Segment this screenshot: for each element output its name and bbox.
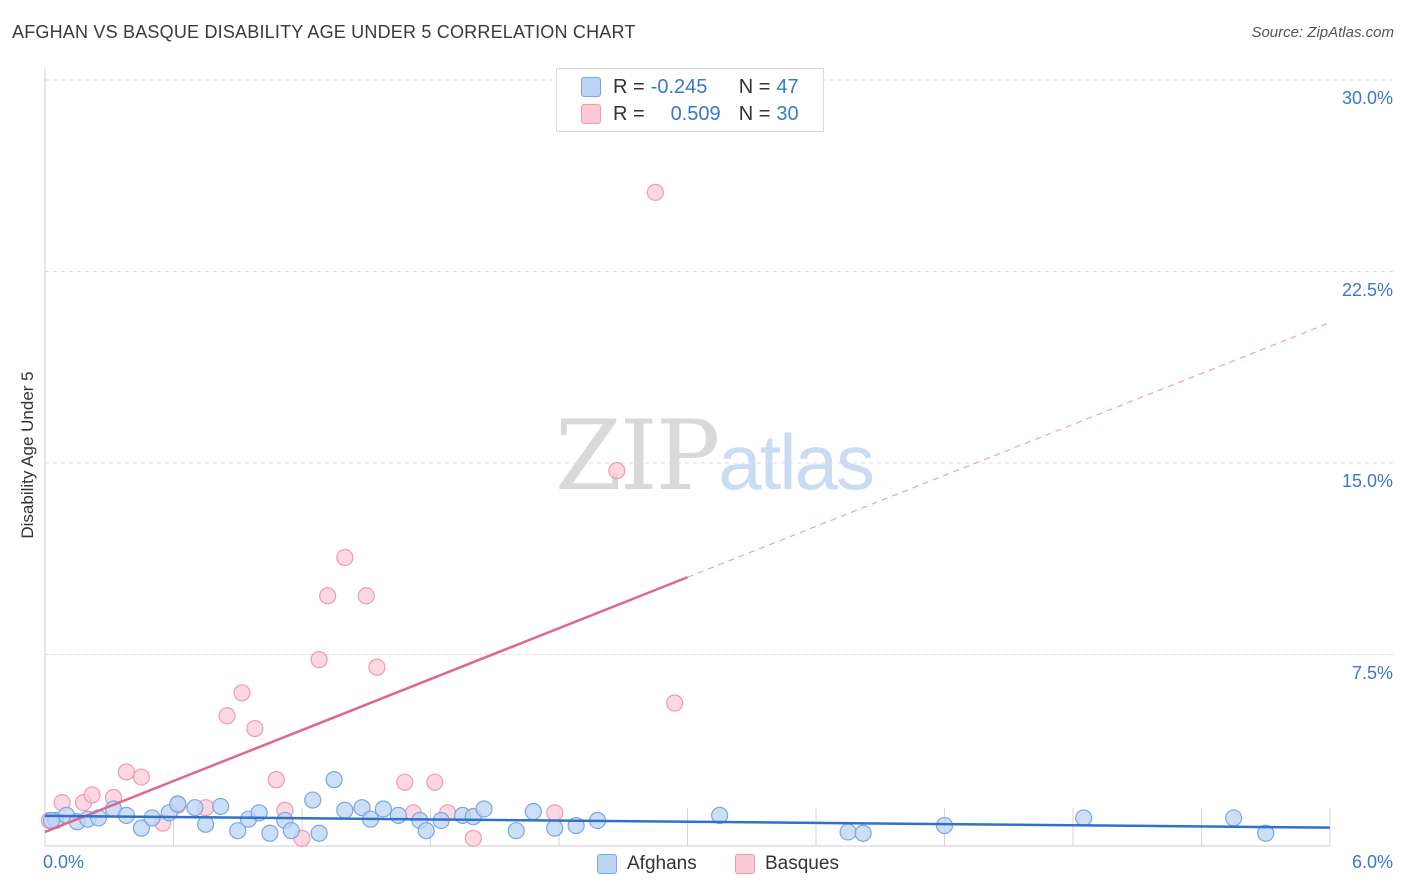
afghans-point <box>711 806 729 824</box>
y-tick-label: 30.0% <box>1341 88 1393 108</box>
basques-point <box>464 829 482 847</box>
afghans-point <box>186 799 204 817</box>
n-value: 30 <box>776 102 799 125</box>
basques-point <box>368 658 386 676</box>
n-value: 47 <box>776 75 799 98</box>
afghans-point <box>389 806 407 824</box>
basques-point <box>666 694 684 712</box>
n-label: N = <box>738 102 771 125</box>
x-tick-label-min: 0.0% <box>43 852 85 872</box>
y-tick-label: 15.0% <box>1341 471 1393 491</box>
legend-row-basques: R = 0.509 N = 30 <box>581 102 799 126</box>
basques-point <box>267 771 285 789</box>
basques-point <box>546 804 564 822</box>
watermark: ZIPatlas <box>555 400 875 512</box>
afghans-swatch <box>581 77 601 97</box>
afghans-point <box>839 823 857 841</box>
afghans-point <box>507 822 525 840</box>
basques-point <box>117 763 135 781</box>
r-value: -0.245 <box>650 75 708 98</box>
afghans-legend-swatch <box>597 854 617 874</box>
afghans-point <box>310 824 328 842</box>
basques-point <box>646 183 664 201</box>
legend-item-afghans[interactable]: Afghans <box>597 852 697 876</box>
basques-point <box>233 684 251 702</box>
basques-point <box>246 719 264 738</box>
basques-point <box>336 548 354 567</box>
r-label: R = <box>613 75 645 98</box>
legend-item-basques[interactable]: Basques <box>735 852 839 876</box>
basques-point <box>426 773 444 791</box>
afghans-point <box>229 822 247 840</box>
r-value: 0.509 <box>670 102 721 125</box>
afghans-point <box>325 771 343 789</box>
basques-point <box>608 462 626 480</box>
afghans-point <box>524 802 542 821</box>
afghans-point <box>212 797 230 816</box>
basques-point <box>319 587 337 605</box>
afghans-point <box>304 791 322 809</box>
afghans-point <box>475 800 493 818</box>
basques-point <box>83 786 101 804</box>
afghans-point <box>935 816 954 835</box>
legend-row-afghans: R = -0.245 N = 47 <box>581 75 799 99</box>
basques-point <box>357 587 375 605</box>
basques-point <box>132 768 150 786</box>
r-label: R = <box>613 102 645 125</box>
chart-title: AFGHAN VS BASQUE DISABILITY AGE UNDER 5 … <box>12 22 636 42</box>
y-tick-label: 7.5% <box>1351 662 1393 683</box>
correlation-legend: R = -0.245 N = 47 R = 0.509 N = 30 <box>556 68 824 132</box>
afghans-point <box>1075 809 1093 827</box>
basques-legend-label: Basques <box>765 853 839 874</box>
y-tick-label: 22.5% <box>1341 279 1393 300</box>
afghans-legend-label: Afghans <box>627 853 697 874</box>
watermark-zip: ZIP <box>555 400 720 512</box>
basques-trend-extension <box>687 322 1331 578</box>
afghans-point <box>169 795 187 813</box>
n-label: N = <box>738 75 771 98</box>
afghans-point <box>261 824 279 842</box>
basques-point <box>396 773 414 791</box>
afghans-point <box>546 819 564 837</box>
afghans-point <box>1225 809 1243 827</box>
basques-legend-swatch <box>735 854 755 874</box>
y-axis-label: Disability Age Under 5 <box>18 371 37 539</box>
afghans-point <box>336 801 354 819</box>
afghans-trend-line <box>44 814 1331 829</box>
basques-point <box>310 651 328 669</box>
afghans-point <box>1257 824 1275 842</box>
basques-point <box>218 707 236 725</box>
watermark-atlas: atlas <box>718 418 875 506</box>
basques-trend-line <box>44 576 688 834</box>
afghans-point <box>374 800 392 818</box>
afghans-point <box>197 815 215 833</box>
afghans-point <box>282 822 300 840</box>
afghans-point <box>417 822 435 840</box>
source-label: Source: ZipAtlas.com <box>1251 24 1394 41</box>
afghans-point <box>353 799 371 817</box>
x-tick-label-max: 6.0% <box>1351 852 1393 872</box>
basques-swatch <box>581 104 601 124</box>
afghans-point <box>132 819 150 837</box>
afghans-point <box>854 824 872 842</box>
